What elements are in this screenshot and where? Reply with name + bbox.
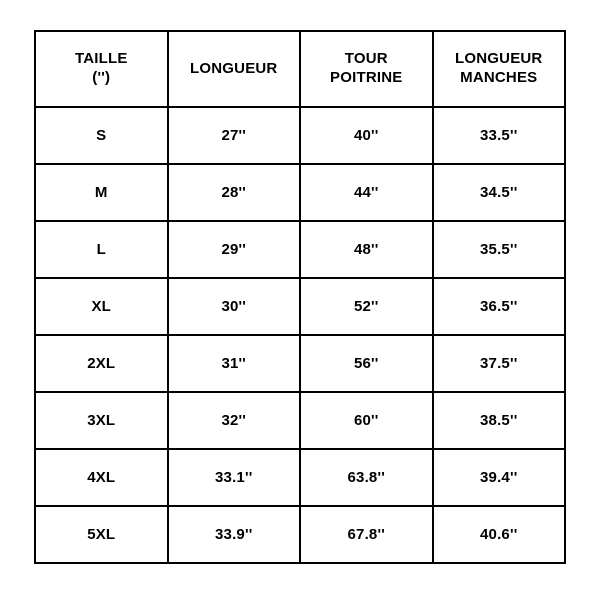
page-container: TAILLE('') LONGUEUR TOURPOITRINE LONGUEU… [0,0,600,600]
cell-value: 40'' [354,127,379,144]
cell-taille: S [35,107,168,164]
cell-tour-poitrine: 44'' [300,164,433,221]
table-row: M 28'' 44'' 34.5'' [35,164,565,221]
cell-value: 60'' [354,412,379,429]
cell-longueur-manches: 33.5'' [433,107,566,164]
cell-value: 5XL [87,526,115,543]
cell-longueur-manches: 35.5'' [433,221,566,278]
cell-value: 33.1'' [215,469,253,486]
cell-value: 4XL [87,469,115,486]
cell-value: 35.5'' [480,241,518,258]
cell-longueur: 31'' [168,335,301,392]
cell-value: 37.5'' [480,355,518,372]
cell-tour-poitrine: 40'' [300,107,433,164]
cell-value: 27'' [221,127,246,144]
table-row: 4XL 33.1'' 63.8'' 39.4'' [35,449,565,506]
cell-value: 36.5'' [480,298,518,315]
cell-longueur: 29'' [168,221,301,278]
cell-longueur: 32'' [168,392,301,449]
cell-value: L [97,241,106,258]
cell-value: 31'' [221,355,246,372]
cell-tour-poitrine: 60'' [300,392,433,449]
cell-taille: 4XL [35,449,168,506]
cell-value: 67.8'' [347,526,385,543]
cell-longueur-manches: 38.5'' [433,392,566,449]
cell-value: 63.8'' [347,469,385,486]
cell-taille: L [35,221,168,278]
cell-value: 33.5'' [480,127,518,144]
cell-value: 39.4'' [480,469,518,486]
cell-tour-poitrine: 56'' [300,335,433,392]
col-header-longueur-manches: LONGUEURMANCHES [433,31,566,107]
table-row: 5XL 33.9'' 67.8'' 40.6'' [35,506,565,563]
col-header-label: TOURPOITRINE [330,50,402,86]
cell-longueur: 33.9'' [168,506,301,563]
table-header-row: TAILLE('') LONGUEUR TOURPOITRINE LONGUEU… [35,31,565,107]
cell-longueur: 33.1'' [168,449,301,506]
cell-value: 3XL [87,412,115,429]
cell-longueur-manches: 39.4'' [433,449,566,506]
cell-longueur: 30'' [168,278,301,335]
col-header-taille: TAILLE('') [35,31,168,107]
cell-longueur-manches: 34.5'' [433,164,566,221]
cell-value: 28'' [221,184,246,201]
table-row: 2XL 31'' 56'' 37.5'' [35,335,565,392]
cell-taille: 5XL [35,506,168,563]
size-chart-table: TAILLE('') LONGUEUR TOURPOITRINE LONGUEU… [34,30,566,564]
cell-value: 56'' [354,355,379,372]
table-row: XL 30'' 52'' 36.5'' [35,278,565,335]
table-row: 3XL 32'' 60'' 38.5'' [35,392,565,449]
cell-tour-poitrine: 63.8'' [300,449,433,506]
cell-value: 48'' [354,241,379,258]
col-header-label: LONGUEUR [190,60,277,77]
cell-taille: 2XL [35,335,168,392]
cell-value: 40.6'' [480,526,518,543]
cell-value: 38.5'' [480,412,518,429]
cell-longueur: 28'' [168,164,301,221]
cell-value: 2XL [87,355,115,372]
cell-value: 33.9'' [215,526,253,543]
cell-value: M [95,184,108,201]
cell-value: 32'' [221,412,246,429]
cell-taille: XL [35,278,168,335]
cell-value: 34.5'' [480,184,518,201]
cell-value: 52'' [354,298,379,315]
cell-value: 29'' [221,241,246,258]
col-header-tour-poitrine: TOURPOITRINE [300,31,433,107]
cell-taille: M [35,164,168,221]
cell-tour-poitrine: 67.8'' [300,506,433,563]
col-header-label: LONGUEURMANCHES [455,50,542,86]
cell-value: XL [91,298,111,315]
table-body: S 27'' 40'' 33.5'' M 28'' 44'' 34.5'' L … [35,107,565,563]
cell-longueur: 27'' [168,107,301,164]
col-header-longueur: LONGUEUR [168,31,301,107]
cell-longueur-manches: 40.6'' [433,506,566,563]
cell-taille: 3XL [35,392,168,449]
col-header-label: TAILLE('') [75,50,128,86]
cell-value: S [96,127,106,144]
table-row: L 29'' 48'' 35.5'' [35,221,565,278]
cell-value: 30'' [221,298,246,315]
table-header: TAILLE('') LONGUEUR TOURPOITRINE LONGUEU… [35,31,565,107]
cell-longueur-manches: 37.5'' [433,335,566,392]
cell-tour-poitrine: 52'' [300,278,433,335]
cell-tour-poitrine: 48'' [300,221,433,278]
cell-longueur-manches: 36.5'' [433,278,566,335]
cell-value: 44'' [354,184,379,201]
table-row: S 27'' 40'' 33.5'' [35,107,565,164]
